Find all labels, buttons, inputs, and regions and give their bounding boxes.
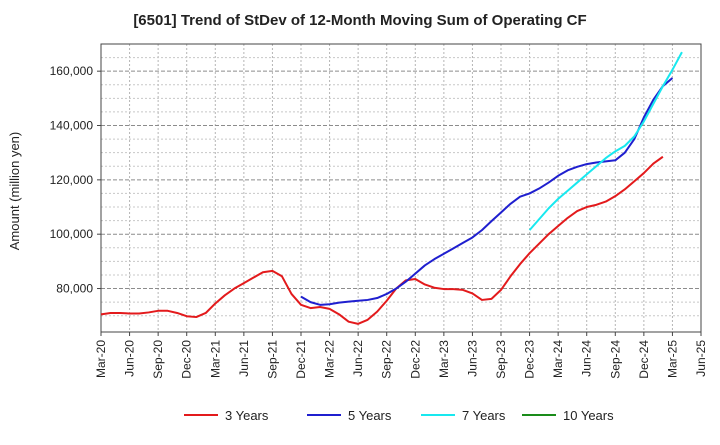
x-tick-label: Sep-23 [494, 340, 508, 379]
x-tick-label: Dec-24 [637, 340, 651, 379]
x-tick-label: Dec-21 [294, 340, 308, 379]
y-tick-label: 160,000 [50, 64, 94, 78]
x-tick-label: Dec-20 [180, 340, 194, 379]
y-axis-label: Amount (million yen) [7, 132, 22, 251]
x-tick-label: Jun-25 [694, 340, 708, 377]
legend-label: 10 Years [563, 408, 614, 423]
x-tick-label: Jun-24 [580, 340, 594, 377]
legend-label: 7 Years [462, 408, 506, 423]
y-tick-label: 100,000 [50, 227, 94, 241]
x-tick-label: Jun-22 [351, 340, 365, 377]
legend-item: 10 Years [522, 408, 614, 423]
x-tick-label: Mar-25 [665, 340, 679, 378]
series-line-5-years [300, 77, 674, 306]
x-tick-label: Dec-22 [408, 340, 422, 379]
legend: 3 Years 5 Years 7 Years 10 Years [184, 408, 614, 423]
x-tick-label: Mar-20 [94, 340, 108, 378]
plot-frame [100, 43, 702, 333]
x-tick-label: Sep-21 [265, 340, 279, 379]
chart-title: [6501] Trend of StDev of 12-Month Moving… [133, 12, 587, 29]
x-tick-label: Sep-24 [608, 340, 622, 379]
x-tick-label: Jun-21 [237, 340, 251, 377]
series-layer [100, 51, 683, 325]
legend-item: 7 Years [421, 408, 506, 423]
x-tick-label: Mar-24 [551, 340, 565, 378]
x-tick-label: Jun-20 [123, 340, 137, 377]
legend-label: 3 Years [225, 408, 269, 423]
grid-layer [100, 43, 702, 332]
legend-label: 5 Years [348, 408, 392, 423]
x-tick-label: Mar-22 [323, 340, 337, 378]
y-tick-label: 80,000 [56, 282, 93, 296]
axes: 80,000 100,000 120,000 140,000 160,000 Mar-20… [50, 43, 708, 379]
x-tick-label: Dec-23 [523, 340, 537, 379]
legend-item: 5 Years [307, 408, 392, 423]
x-tick-label: Mar-23 [437, 340, 451, 378]
legend-item: 3 Years [184, 408, 269, 423]
series-line-3-years [100, 155, 664, 325]
x-tick-label: Jun-23 [465, 340, 479, 377]
series-line-7-years [528, 51, 683, 231]
x-tick-label: Sep-22 [380, 340, 394, 379]
y-tick-label: 120,000 [50, 173, 94, 187]
x-tick-label: Mar-21 [208, 340, 222, 378]
x-tick-label: Sep-20 [151, 340, 165, 379]
y-tick-label: 140,000 [50, 119, 94, 133]
